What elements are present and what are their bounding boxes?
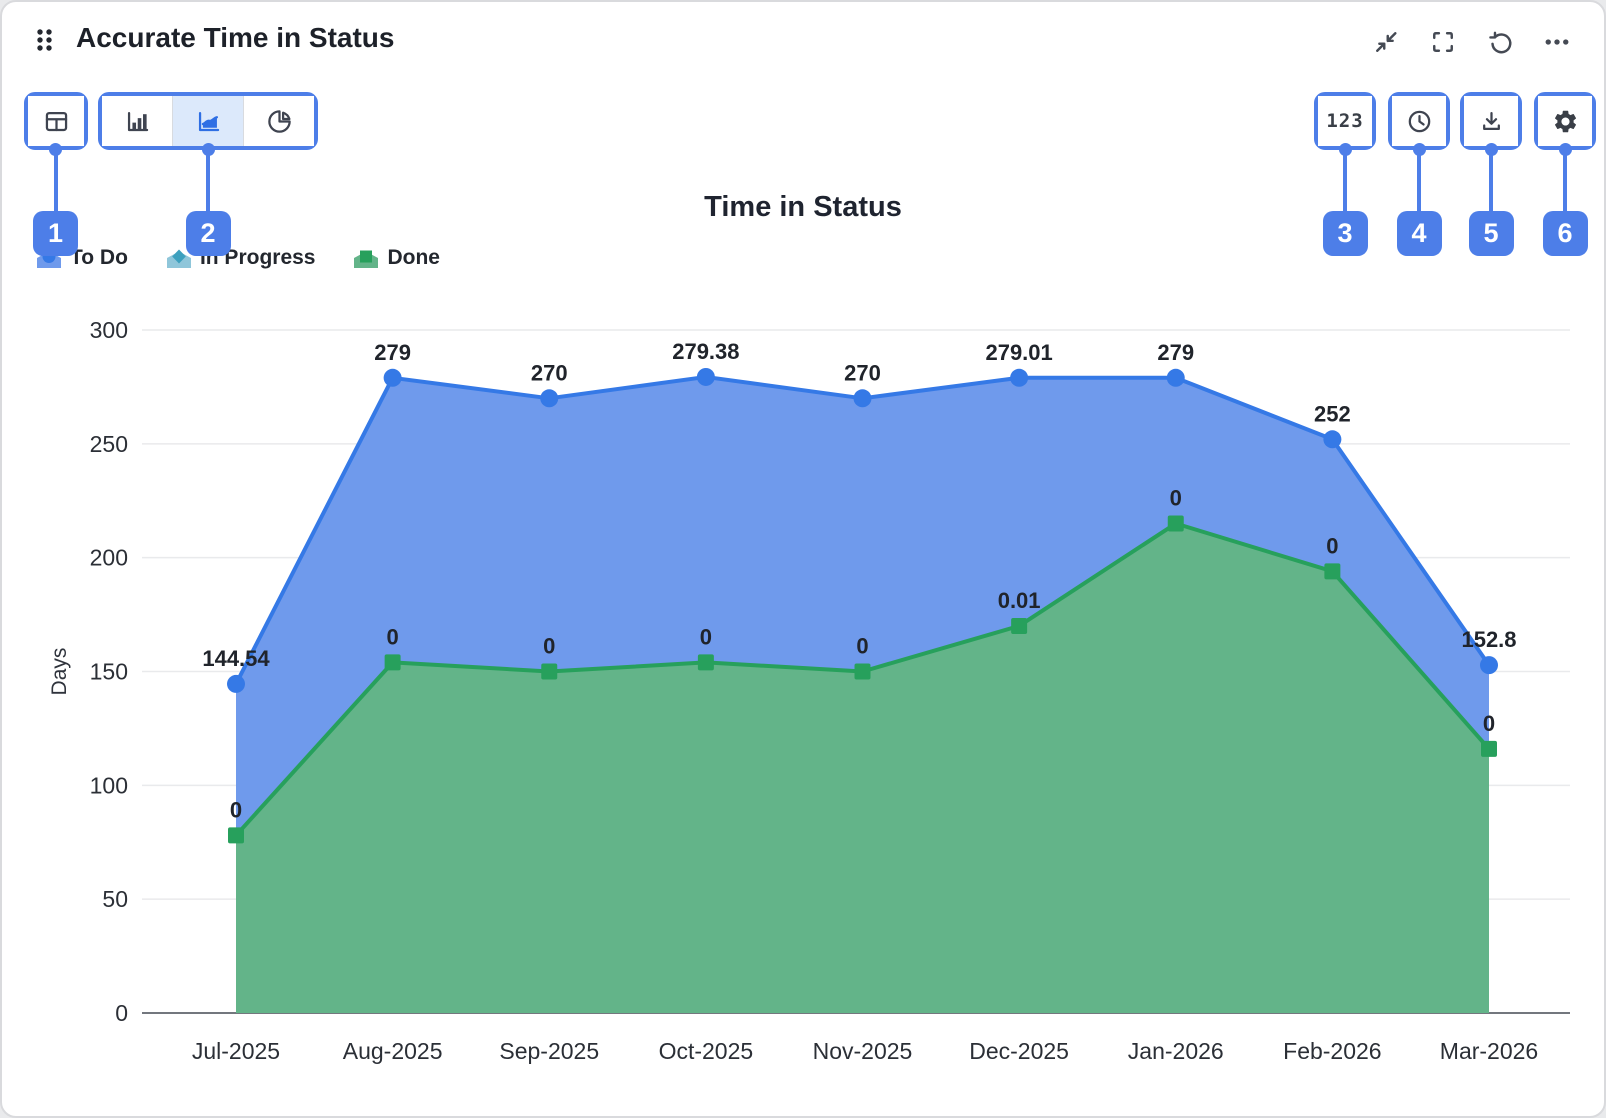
svg-text:0: 0 <box>700 624 712 649</box>
download-button[interactable] <box>1464 96 1518 146</box>
svg-text:0: 0 <box>387 624 399 649</box>
svg-text:Jul-2025: Jul-2025 <box>192 1038 280 1064</box>
svg-text:Sep-2025: Sep-2025 <box>499 1038 599 1064</box>
svg-text:0.01: 0.01 <box>998 588 1041 613</box>
settings-callout <box>1534 92 1596 150</box>
svg-text:0: 0 <box>115 1000 128 1026</box>
table-view-callout <box>24 92 88 150</box>
svg-text:Feb-2026: Feb-2026 <box>1283 1038 1381 1064</box>
more-options-button[interactable] <box>1542 27 1572 57</box>
area-chart-icon <box>198 111 219 131</box>
drag-handle-icon[interactable] <box>35 26 55 59</box>
svg-text:Days: Days <box>48 648 71 696</box>
svg-text:250: 250 <box>90 431 128 457</box>
numbers-icon: 123 <box>1326 110 1364 132</box>
callout-line-1 <box>53 148 58 212</box>
svg-text:0: 0 <box>230 797 242 822</box>
svg-text:Dec-2025: Dec-2025 <box>969 1038 1069 1064</box>
callout-line-3 <box>1343 148 1347 212</box>
annotation-badge-4: 4 <box>1396 211 1442 256</box>
area-chart-type-button[interactable] <box>173 96 243 146</box>
callout-line-6 <box>1563 148 1567 212</box>
ellipsis-icon <box>1545 39 1569 45</box>
svg-text:279: 279 <box>374 340 411 365</box>
numbers-callout: 123 <box>1314 92 1376 150</box>
table-view-button[interactable] <box>28 96 84 146</box>
chart-title: Time in Status <box>704 191 902 223</box>
refresh-button[interactable] <box>1485 27 1515 57</box>
svg-text:Mar-2026: Mar-2026 <box>1440 1038 1538 1064</box>
svg-text:279.01: 279.01 <box>985 340 1052 365</box>
clock-icon <box>1408 110 1430 132</box>
svg-text:0: 0 <box>1483 711 1495 736</box>
header-actions <box>1371 27 1572 57</box>
legend-label: Done <box>387 246 440 269</box>
svg-text:200: 200 <box>90 545 128 571</box>
number-format-button[interactable]: 123 <box>1318 96 1372 146</box>
callout-line-2 <box>206 148 210 212</box>
annotation-badge-5: 5 <box>1468 211 1514 256</box>
annotation-badge-6: 6 <box>1542 211 1588 256</box>
legend-marker-icon <box>354 250 379 268</box>
svg-text:Oct-2025: Oct-2025 <box>659 1038 754 1064</box>
callout-line-4 <box>1417 148 1421 212</box>
svg-text:300: 300 <box>90 317 128 343</box>
fullscreen-button[interactable] <box>1428 27 1458 57</box>
table-icon <box>45 111 67 131</box>
svg-text:152.8: 152.8 <box>1461 627 1516 652</box>
svg-text:270: 270 <box>844 360 881 385</box>
refresh-icon <box>1489 31 1512 54</box>
svg-text:50: 50 <box>102 886 128 912</box>
svg-text:144.54: 144.54 <box>202 646 270 671</box>
drag-dots-icon <box>37 29 52 51</box>
svg-text:0: 0 <box>856 634 868 659</box>
widget-title: Accurate Time in Status <box>76 22 395 53</box>
collapse-button[interactable] <box>1371 27 1401 57</box>
svg-text:150: 150 <box>90 659 128 685</box>
legend-marker-icon <box>166 249 191 268</box>
time-settings-button[interactable] <box>1392 96 1446 146</box>
export-callout <box>1460 92 1522 150</box>
annotation-badge-3: 3 <box>1322 211 1368 256</box>
bar-chart-type-button[interactable] <box>102 96 172 146</box>
chart-legend: To Do In Progress Done <box>36 246 440 270</box>
svg-text:0: 0 <box>1326 533 1338 558</box>
bar-chart-icon <box>127 111 148 131</box>
svg-text:252: 252 <box>1314 401 1351 426</box>
legend-label: To Do <box>70 246 128 269</box>
legend-item-done[interactable]: Done <box>353 246 440 270</box>
collapse-icon <box>1376 32 1397 52</box>
chart-canvas: 0 50 100 150 200 250 300 Days Jul-2025 Aug-2025 Se… <box>48 317 1570 1064</box>
chart-type-group-callout <box>98 92 318 150</box>
svg-text:Aug-2025: Aug-2025 <box>343 1038 443 1064</box>
pie-chart-type-button[interactable] <box>244 96 314 146</box>
svg-text:Nov-2025: Nov-2025 <box>813 1038 913 1064</box>
time-callout <box>1388 92 1450 150</box>
fullscreen-icon <box>1433 32 1453 52</box>
svg-text:100: 100 <box>90 772 128 798</box>
annotation-badge-2: 2 <box>185 211 231 256</box>
button-divider <box>172 96 173 146</box>
svg-text:0: 0 <box>1170 486 1182 511</box>
annotation-badge-1: 1 <box>33 211 78 256</box>
chart-area: 0 50 100 150 200 250 300 Days Jul-2025 Aug-2025 Se… <box>2 302 1604 1092</box>
settings-button[interactable] <box>1538 96 1592 146</box>
svg-text:279: 279 <box>1157 340 1194 365</box>
pie-chart-icon <box>267 109 291 133</box>
svg-text:279.38: 279.38 <box>672 339 739 364</box>
svg-text:Jan-2026: Jan-2026 <box>1128 1038 1224 1064</box>
svg-text:270: 270 <box>531 360 568 385</box>
gear-icon <box>1554 110 1576 132</box>
download-icon <box>1482 111 1500 130</box>
svg-text:0: 0 <box>543 634 555 659</box>
callout-line-5 <box>1489 148 1493 212</box>
button-divider <box>243 96 244 146</box>
